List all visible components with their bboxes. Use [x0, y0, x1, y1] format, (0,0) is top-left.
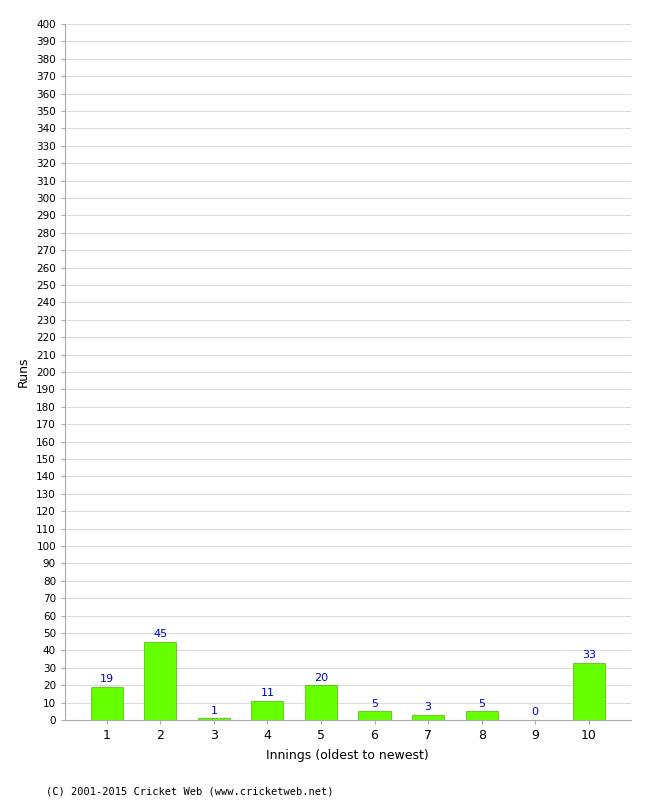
Text: 33: 33 [582, 650, 596, 660]
Y-axis label: Runs: Runs [16, 357, 29, 387]
Bar [252, 701, 283, 720]
Text: (C) 2001-2015 Cricket Web (www.cricketweb.net): (C) 2001-2015 Cricket Web (www.cricketwe… [46, 786, 333, 796]
Bar [144, 642, 176, 720]
Text: 11: 11 [261, 688, 274, 698]
Text: 19: 19 [99, 674, 114, 684]
Text: 5: 5 [371, 698, 378, 709]
Bar [412, 714, 444, 720]
Bar [465, 711, 498, 720]
Text: 20: 20 [314, 673, 328, 682]
Bar [198, 718, 230, 720]
Bar [358, 711, 391, 720]
Text: 3: 3 [424, 702, 432, 712]
Text: 45: 45 [153, 629, 168, 639]
Text: 5: 5 [478, 698, 485, 709]
X-axis label: Innings (oldest to newest): Innings (oldest to newest) [266, 749, 429, 762]
Bar [91, 687, 123, 720]
Text: 1: 1 [211, 706, 217, 716]
Bar [305, 685, 337, 720]
Text: 0: 0 [532, 707, 539, 718]
Bar [573, 662, 604, 720]
